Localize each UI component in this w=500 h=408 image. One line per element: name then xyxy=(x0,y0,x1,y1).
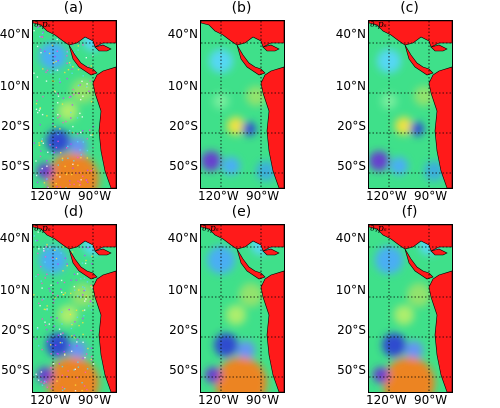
map-frame xyxy=(368,224,453,393)
longitude-label: 90°W xyxy=(246,189,280,203)
latitude-label: 50°S xyxy=(1,159,30,173)
panel-label: (f) xyxy=(401,204,418,220)
latitude-label: 40°N xyxy=(335,27,366,41)
latitude-label: 10°N xyxy=(167,283,198,297)
quantity-label: ∂ₓpₛ xyxy=(34,20,51,30)
latitude-label: 50°S xyxy=(337,363,366,377)
latitude-label: 40°N xyxy=(0,231,30,245)
map-frame xyxy=(32,20,117,189)
longitude-label: 90°W xyxy=(414,189,448,203)
latitude-label: 20°S xyxy=(169,119,198,133)
latitude-label: 20°S xyxy=(1,323,30,337)
longitude-label: 120°W xyxy=(30,189,71,203)
panel-label: (c) xyxy=(400,0,419,16)
latitude-label: 10°N xyxy=(335,79,366,93)
longitude-label: 90°W xyxy=(246,393,280,407)
latitude-label: 40°N xyxy=(167,231,198,245)
panel-label: (e) xyxy=(231,204,252,220)
longitude-label: 90°W xyxy=(78,189,112,203)
map-panel: (a) ∂ₓpₛ 40°N 10°N 20°S 50°S 120°W 90°W xyxy=(0,0,150,203)
latitude-label: 20°S xyxy=(337,323,366,337)
quantity-label: ∂ₓpₛ xyxy=(370,20,387,30)
map-frame xyxy=(368,20,453,189)
latitude-label: 40°N xyxy=(335,231,366,245)
latitude-label: 50°S xyxy=(169,363,198,377)
map-panel: (b) 40°N 10°N 20°S 50°S 120°W 90°W xyxy=(168,0,318,203)
longitude-label: 120°W xyxy=(198,393,239,407)
map-frame xyxy=(200,224,285,393)
longitude-label: 120°W xyxy=(30,393,71,407)
longitude-label: 120°W xyxy=(366,393,407,407)
quantity-label: ∂ᵧpₛ xyxy=(370,224,387,234)
panel-label: (d) xyxy=(63,204,84,220)
longitude-label: 90°W xyxy=(414,393,448,407)
latitude-label: 20°S xyxy=(1,119,30,133)
latitude-label: 10°N xyxy=(0,283,30,297)
latitude-label: 50°S xyxy=(337,159,366,173)
quantity-label: ∂ᵧpₛ xyxy=(202,224,219,234)
panel-label: (a) xyxy=(63,0,84,16)
latitude-label: 50°S xyxy=(1,363,30,377)
latitude-label: 40°N xyxy=(0,27,30,41)
latitude-label: 10°N xyxy=(167,79,198,93)
longitude-label: 120°W xyxy=(198,189,239,203)
panel-label: (b) xyxy=(231,0,252,16)
latitude-label: 10°N xyxy=(335,283,366,297)
latitude-label: 20°S xyxy=(169,323,198,337)
map-panel: (e) ∂ᵧpₛ 40°N 10°N 20°S 50°S 120°W 90°W xyxy=(168,204,318,407)
longitude-label: 120°W xyxy=(366,189,407,203)
map-panel: (c) ∂ₓpₛ 40°N 10°N 20°S 50°S 120°W 90°W xyxy=(336,0,486,203)
latitude-label: 40°N xyxy=(167,27,198,41)
longitude-label: 90°W xyxy=(78,393,112,407)
map-frame xyxy=(200,20,285,189)
map-panel: (d) ∂ᵧpₛ 40°N 10°N 20°S 50°S 120°W 90°W xyxy=(0,204,150,407)
map-frame xyxy=(32,224,117,393)
latitude-label: 50°S xyxy=(169,159,198,173)
latitude-label: 10°N xyxy=(0,79,30,93)
latitude-label: 20°S xyxy=(337,119,366,133)
quantity-label: ∂ᵧpₛ xyxy=(34,224,51,234)
map-panel: (f) ∂ᵧpₛ 40°N 10°N 20°S 50°S 120°W 90°W xyxy=(336,204,486,407)
